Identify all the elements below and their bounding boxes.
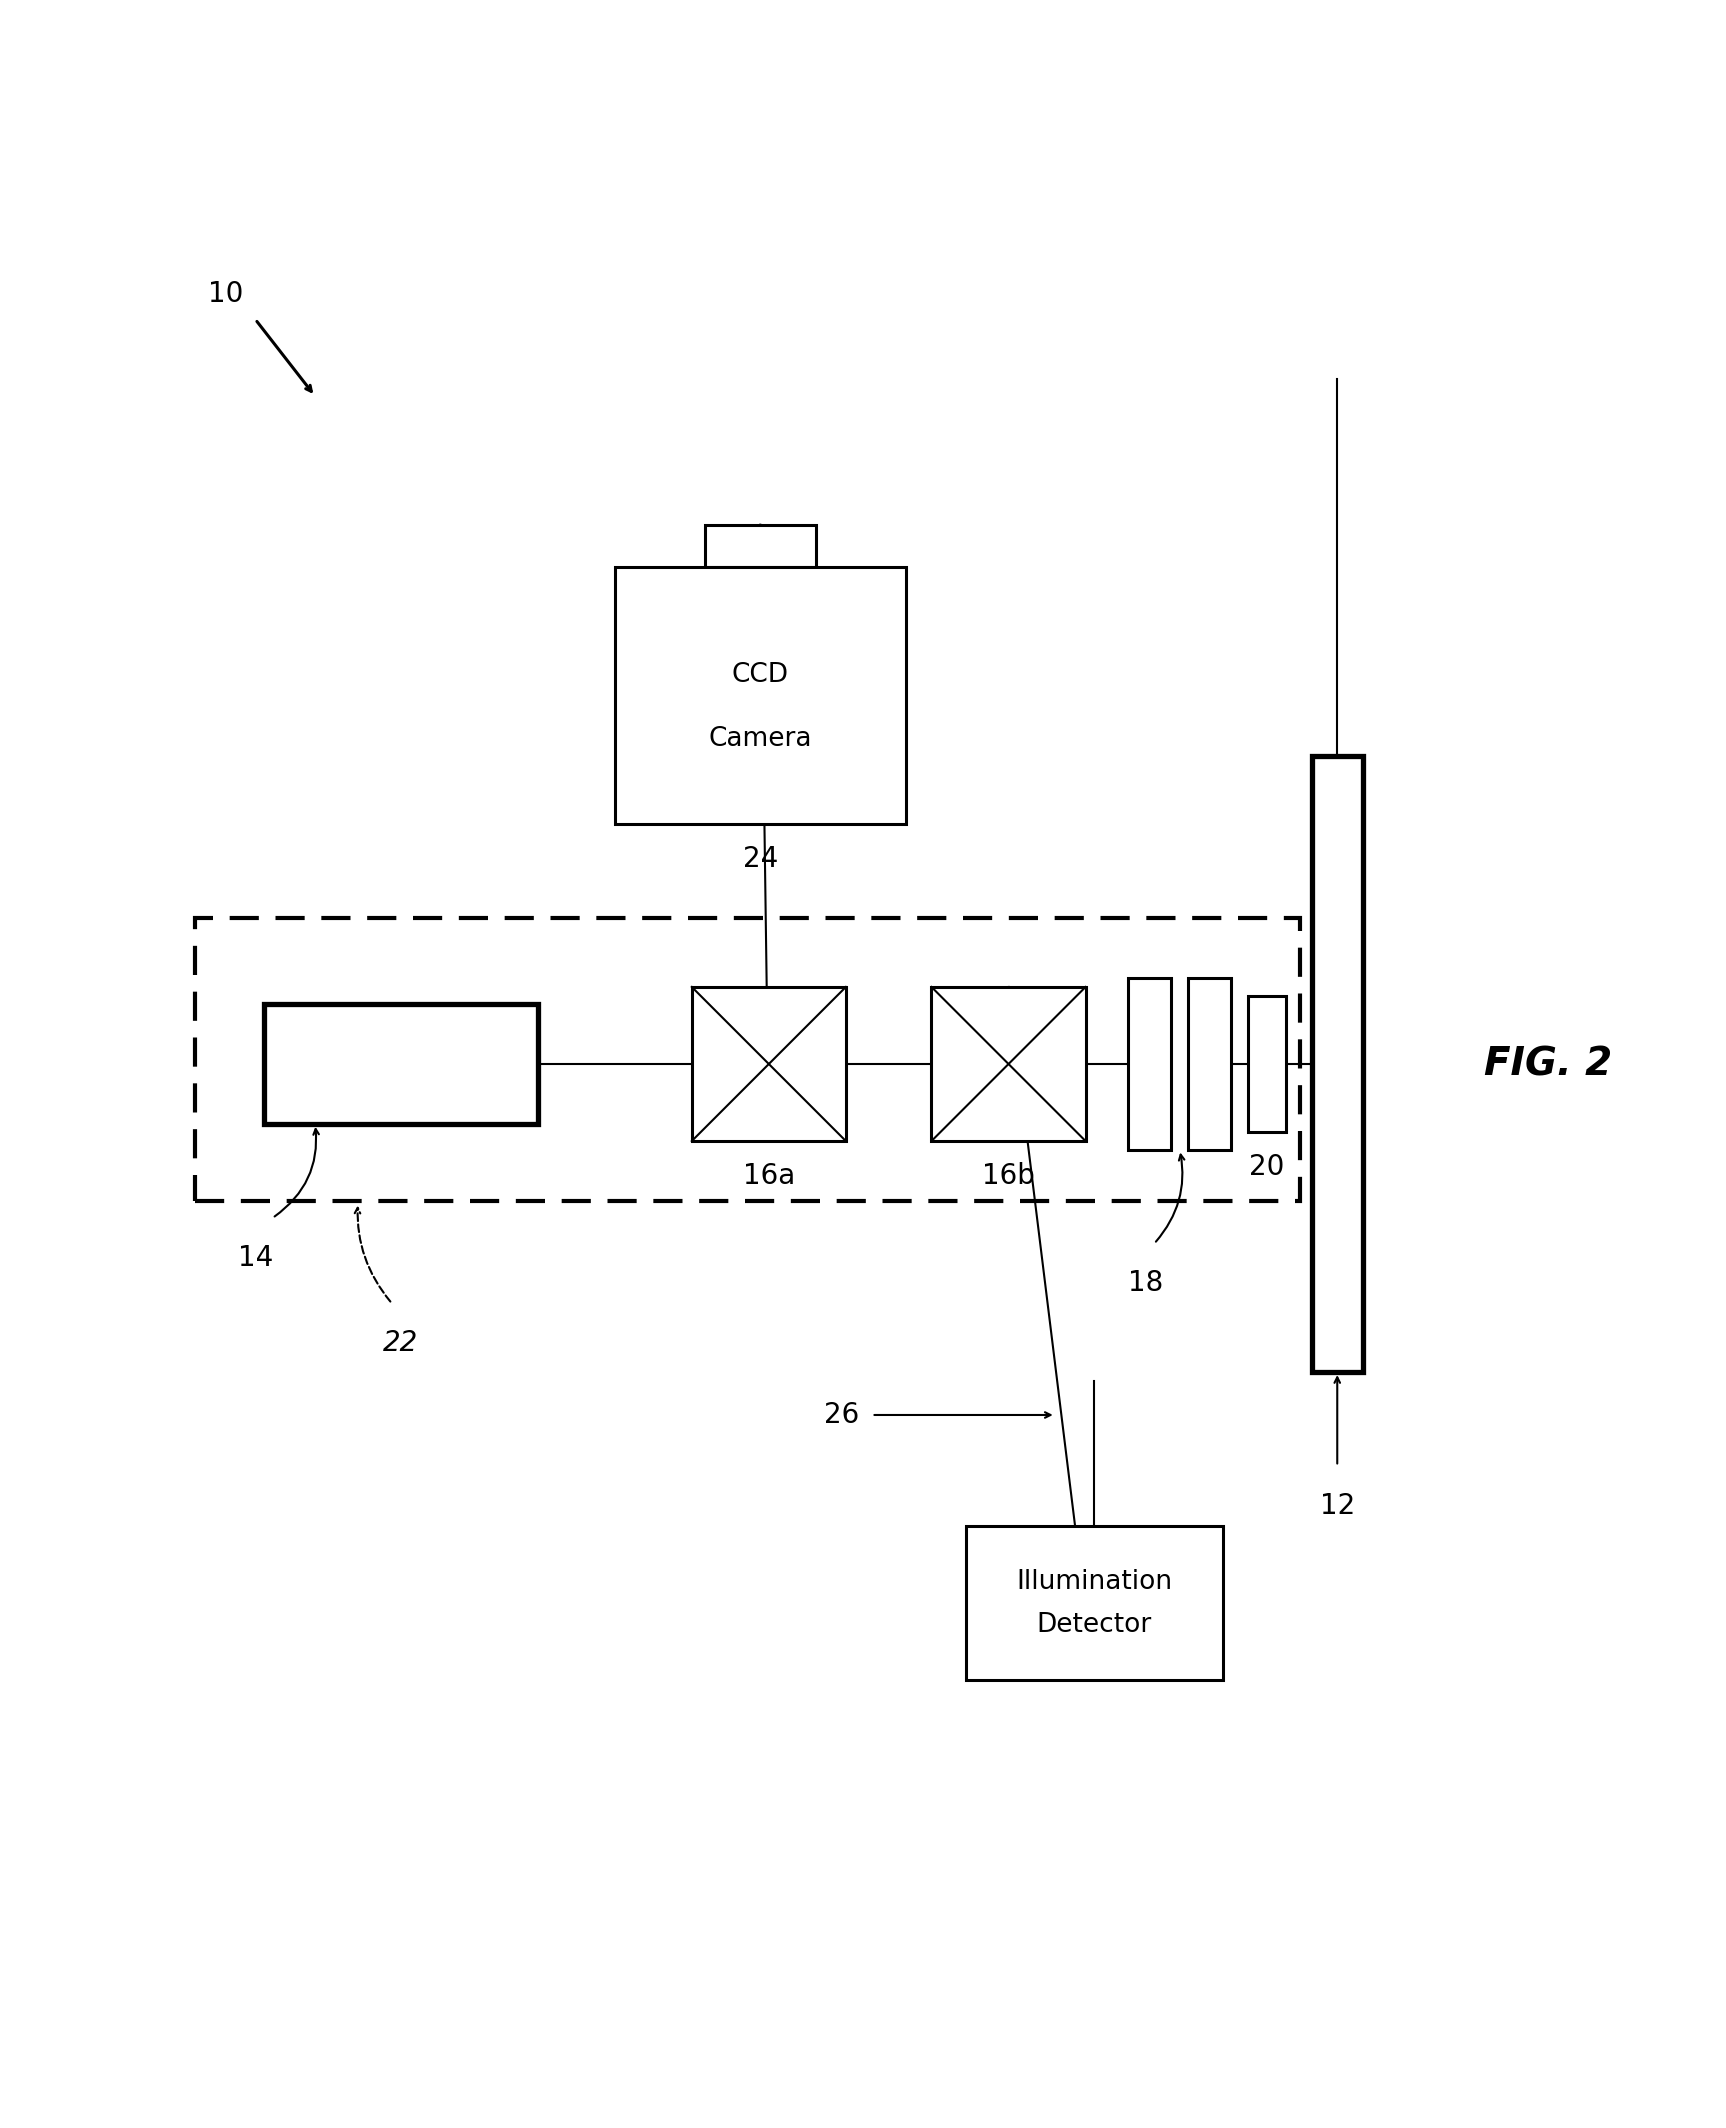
Text: Illumination: Illumination bbox=[1017, 1568, 1172, 1594]
FancyBboxPatch shape bbox=[1129, 979, 1172, 1149]
Text: 12: 12 bbox=[1320, 1492, 1355, 1519]
FancyBboxPatch shape bbox=[1187, 979, 1231, 1149]
Text: 24: 24 bbox=[742, 845, 778, 872]
FancyBboxPatch shape bbox=[704, 526, 816, 568]
Text: 16b: 16b bbox=[982, 1162, 1036, 1190]
Text: 18: 18 bbox=[1127, 1270, 1163, 1298]
Text: FIG. 2: FIG. 2 bbox=[1484, 1045, 1612, 1083]
Text: 16a: 16a bbox=[742, 1162, 796, 1190]
Text: 20: 20 bbox=[1250, 1153, 1284, 1181]
Text: CCD: CCD bbox=[732, 662, 789, 687]
FancyBboxPatch shape bbox=[932, 987, 1086, 1141]
FancyBboxPatch shape bbox=[692, 987, 846, 1141]
FancyBboxPatch shape bbox=[1248, 996, 1286, 1132]
FancyBboxPatch shape bbox=[264, 1004, 539, 1124]
Text: Camera: Camera bbox=[709, 726, 811, 751]
Text: 22: 22 bbox=[383, 1330, 418, 1358]
FancyBboxPatch shape bbox=[614, 568, 906, 824]
Text: 10: 10 bbox=[209, 279, 243, 309]
Text: 26: 26 bbox=[825, 1400, 860, 1430]
Text: 14: 14 bbox=[238, 1243, 273, 1273]
Text: Detector: Detector bbox=[1037, 1611, 1151, 1639]
FancyBboxPatch shape bbox=[967, 1526, 1222, 1681]
FancyBboxPatch shape bbox=[1312, 755, 1364, 1373]
